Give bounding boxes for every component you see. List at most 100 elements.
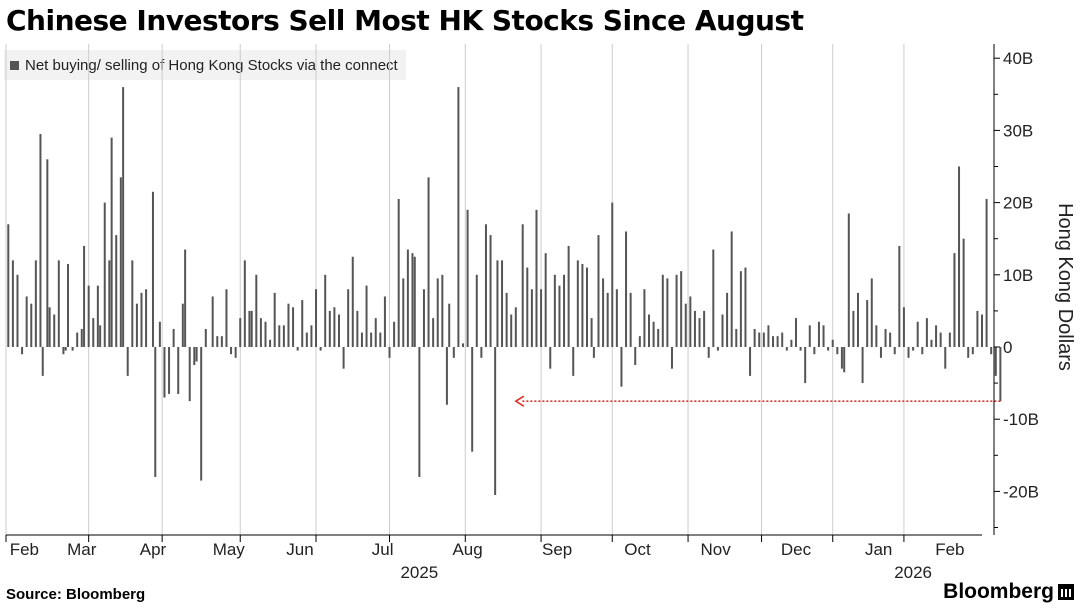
- x-tick-label: May: [213, 540, 246, 559]
- bar: [184, 249, 187, 347]
- bar: [296, 347, 299, 351]
- bar: [80, 328, 83, 347]
- bar: [843, 347, 846, 373]
- bar: [703, 310, 706, 347]
- bar: [475, 274, 478, 347]
- bar: [576, 260, 579, 347]
- bar: [324, 274, 327, 347]
- bar: [494, 347, 497, 496]
- brand-logo: Bloomberg: [943, 580, 1074, 604]
- bar: [898, 245, 901, 347]
- bar: [712, 249, 715, 347]
- bar: [39, 134, 42, 347]
- y-tick-label: -20B: [1003, 482, 1039, 501]
- bar: [549, 347, 552, 369]
- bar: [204, 328, 207, 347]
- bar: [625, 231, 628, 347]
- bar: [282, 325, 285, 347]
- bar: [67, 263, 70, 347]
- bar: [758, 332, 761, 347]
- bar: [875, 325, 878, 347]
- bar: [634, 347, 637, 366]
- bar: [684, 303, 687, 347]
- bar: [753, 328, 756, 347]
- bar: [110, 137, 113, 347]
- bar: [92, 318, 95, 347]
- bar: [813, 347, 816, 355]
- bar: [944, 347, 947, 369]
- bar: [505, 292, 508, 347]
- bar: [925, 318, 928, 347]
- y-tick-label: 40B: [1003, 49, 1033, 68]
- bar: [158, 321, 161, 347]
- bar: [64, 347, 67, 351]
- bar: [57, 260, 60, 347]
- bar: [749, 347, 752, 376]
- bar: [535, 209, 538, 347]
- bar: [436, 278, 439, 347]
- bar: [496, 260, 499, 347]
- bar: [172, 328, 175, 347]
- bar: [452, 347, 455, 358]
- bar: [994, 347, 997, 376]
- bar: [808, 325, 811, 347]
- bar-series: [7, 87, 1002, 496]
- bar: [648, 314, 651, 347]
- bar: [707, 347, 710, 358]
- bar: [521, 224, 524, 347]
- bar: [119, 177, 122, 347]
- x-tick-label: Jan: [865, 540, 892, 559]
- bar: [739, 271, 742, 347]
- bar: [126, 347, 129, 376]
- bar: [195, 347, 198, 362]
- bar: [772, 336, 775, 347]
- bar: [916, 321, 919, 347]
- bar: [540, 289, 543, 347]
- bar: [726, 292, 729, 347]
- bar: [356, 310, 359, 347]
- bar: [852, 310, 855, 347]
- bar: [287, 303, 290, 347]
- bar: [273, 292, 276, 347]
- bar: [939, 332, 942, 347]
- bar: [193, 347, 196, 366]
- bar: [46, 159, 49, 347]
- bar: [510, 314, 513, 347]
- bar: [921, 347, 924, 355]
- bar: [501, 260, 504, 347]
- bar: [7, 224, 10, 347]
- bar: [586, 267, 589, 347]
- bar: [269, 339, 272, 347]
- bar: [680, 271, 683, 347]
- bar: [553, 274, 556, 347]
- bar: [831, 339, 834, 347]
- bar: [661, 274, 664, 347]
- bar: [145, 289, 148, 347]
- bar: [879, 347, 882, 358]
- bar: [397, 198, 400, 347]
- bar: [889, 332, 892, 347]
- x-tick-label: Feb: [10, 540, 39, 559]
- bar: [847, 213, 850, 347]
- y-tick-label: 10B: [1003, 266, 1033, 285]
- bar: [30, 303, 33, 347]
- bar: [675, 274, 678, 347]
- bar: [432, 318, 435, 347]
- y-tick-label: 20B: [1003, 194, 1033, 213]
- x-tick-labels: Feb Mar Apr May Jun Jul Aug Sep Oct Nov Dec Jan Feb2…: [10, 540, 965, 582]
- bar: [884, 328, 887, 347]
- bar: [239, 318, 242, 347]
- bar: [337, 314, 340, 347]
- bar: [225, 289, 228, 347]
- bar: [370, 332, 373, 347]
- bar: [985, 198, 988, 347]
- bar: [907, 347, 910, 358]
- bar: [856, 292, 859, 347]
- x-tick-label: Jun: [286, 540, 313, 559]
- bar: [563, 274, 566, 347]
- bar: [103, 202, 106, 347]
- legend-swatch: [10, 60, 19, 70]
- bar: [315, 289, 318, 347]
- bar: [347, 289, 350, 347]
- bar: [953, 253, 956, 347]
